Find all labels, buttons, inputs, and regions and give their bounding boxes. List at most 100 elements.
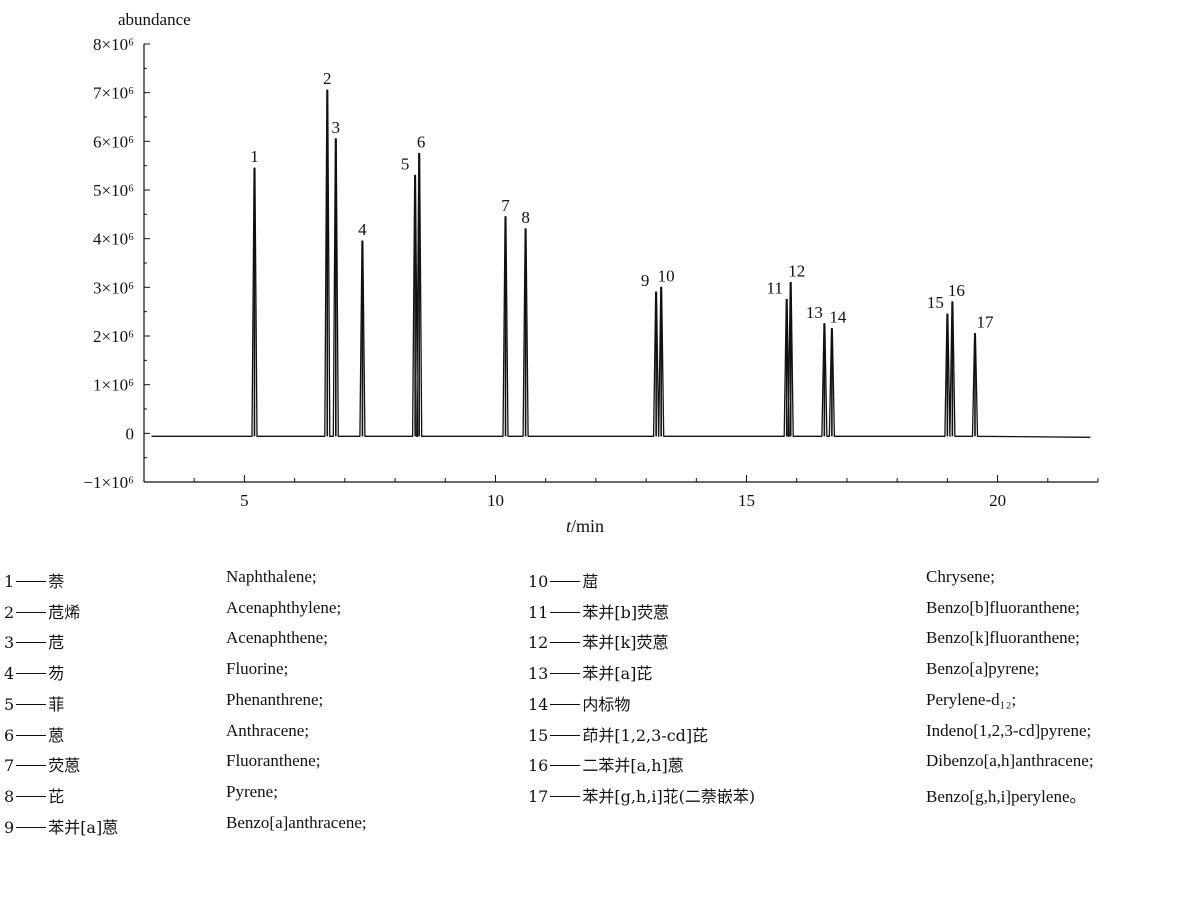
legend-dash: [16, 611, 47, 622]
legend-chinese-name: 荧蒽: [48, 756, 81, 776]
peak-label-15: 15: [927, 293, 944, 312]
legend-number: 6: [4, 725, 15, 745]
x-tick-label: 20: [989, 491, 1006, 510]
legend-number: 9: [4, 817, 15, 837]
legend-number: 17: [528, 786, 549, 806]
peak-label-13: 13: [806, 303, 823, 322]
legend-chinese-name: 茚并[1,2,3-cd]芘: [582, 725, 709, 745]
peak-label-5: 5: [401, 154, 410, 173]
y-tick-label: 3×10⁶: [93, 278, 134, 297]
legend-dash: [550, 642, 581, 652]
chromatogram-trace: [151, 89, 1091, 438]
y-ticks: 8×10⁶ 7×10⁶ 6×10⁶ 5×10⁶ 4×10⁶ 3×10⁶ 2×10⁶ 1×10⁶…: [83, 35, 150, 492]
legend-item-13: 13 苯并[a]芘: [528, 660, 652, 684]
y-tick-label: 6×10⁶: [93, 132, 134, 151]
legend-english-name: Fluorine;: [226, 659, 289, 679]
legend-number: 1: [4, 572, 15, 591]
legend-chinese-name: 苯并[a]芘: [582, 664, 653, 684]
chromatogram-line: [151, 89, 1091, 438]
legend-number: 4: [4, 664, 15, 684]
legend-chinese-name: 芴: [48, 664, 65, 684]
legend-number: 7: [4, 756, 15, 776]
peak-label-11: 11: [767, 279, 783, 298]
legend-chinese-name: 内标物: [582, 694, 631, 714]
legend-number: 11: [528, 602, 549, 622]
legend-dash: [16, 734, 47, 745]
legend-chinese-name: 蒽: [48, 725, 65, 745]
legend-number: 3: [4, 633, 15, 653]
y-axis-title: abundance: [118, 10, 191, 29]
legend-number: 14: [528, 694, 549, 714]
legend-dash: [16, 826, 47, 837]
legend-dash: [550, 703, 581, 714]
legend-english-name: Benzo[a]pyrene;: [926, 659, 1040, 679]
legend-dash: [16, 703, 47, 714]
chromatogram-chart: abundance 8×10⁶ 7×10⁶ 6×10⁶ 5×10⁶ 4×10⁶ 3×10⁶…: [83, 10, 1099, 536]
peak-label-2: 2: [323, 69, 332, 88]
y-tick-label: −1×10⁶: [83, 473, 134, 492]
legend-english-name: Perylene-d₁₂;: [926, 689, 1017, 709]
legend-dash: [550, 611, 581, 622]
y-tick-label: 1×10⁶: [93, 376, 134, 395]
y-tick-label: 7×10⁶: [93, 84, 134, 103]
peak-label-12: 12: [788, 261, 805, 280]
legend-english-name: Benzo[a]anthracene;: [226, 812, 367, 832]
legend-item-16: 16 二苯并[a,h]蒽: [528, 752, 684, 776]
legend-chinese-name: 苊烯: [48, 602, 81, 622]
legend-item-7: 7 荧蒽: [4, 752, 80, 776]
legend-number: 10: [528, 572, 549, 591]
legend-english-name: Benzo[k]fluoranthene;: [926, 628, 1080, 648]
legend-item-2: 2 苊烯: [4, 599, 80, 623]
legend-english-name: Anthracene;: [226, 720, 310, 740]
peak-label-17: 17: [976, 313, 994, 332]
legend-chinese-name: 䓛: [582, 572, 599, 591]
legend-number: 15: [528, 725, 549, 745]
y-tick-label: 2×10⁶: [93, 327, 134, 346]
legend-english-name: Naphthalene;: [226, 567, 317, 586]
legend-english-name: Acenaphthylene;: [226, 597, 342, 617]
legend-dash: [550, 765, 581, 775]
legend-english-name: Phenanthrene;: [226, 689, 324, 709]
legend-chinese-name: 苯并[a]蒽: [48, 817, 119, 837]
legend-number: 5: [4, 694, 15, 714]
x-tick-label: 10: [487, 491, 504, 510]
legend-dash: [550, 734, 581, 745]
legend-english-name: Benzo[b]fluoranthene;: [926, 597, 1080, 617]
legend-number: 13: [528, 664, 549, 684]
x-axis-title: t/min: [566, 516, 604, 536]
y-tick-label: 0: [126, 424, 135, 443]
legend-dash: [16, 673, 47, 683]
legend-chinese-name: 芘: [48, 786, 65, 806]
y-tick-label: 5×10⁶: [93, 181, 134, 200]
legend-english-name: Fluoranthene;: [226, 751, 321, 771]
legend-dash: [16, 765, 47, 775]
legend-number: 2: [4, 602, 15, 622]
legend-item-9: 9 苯并[a]蒽: [4, 814, 118, 838]
legend-english-name: Dibenzo[a,h]anthracene;: [926, 751, 1094, 771]
legend-chinese-name: 二苯并[a,h]蒽: [582, 756, 684, 776]
peak-label-14: 14: [829, 308, 847, 327]
legend-dash: [16, 581, 47, 591]
legend-dash: [16, 795, 47, 806]
legend-number: 12: [528, 633, 549, 653]
legend-item-12: 12 苯并[k]荧蒽: [528, 629, 669, 653]
y-tick-label: 4×10⁶: [93, 230, 134, 249]
legend-dash: [550, 795, 581, 806]
peak-label-16: 16: [948, 281, 965, 300]
legend-chinese-name: 苯并[b]荧蒽: [582, 602, 670, 622]
peak-label-8: 8: [521, 208, 530, 227]
legend-english-name: Chrysene;: [926, 567, 995, 586]
legend-item-15: 15 茚并[1,2,3-cd]芘: [528, 722, 708, 746]
legend-item-14: 14 内标物: [528, 691, 630, 715]
legend-item-10: 10 䓛: [528, 568, 598, 592]
legend-dash: [550, 673, 581, 683]
legend-english-name: Benzo[g,h,i]perylene。: [926, 786, 1087, 806]
peak-label-1: 1: [250, 147, 259, 166]
